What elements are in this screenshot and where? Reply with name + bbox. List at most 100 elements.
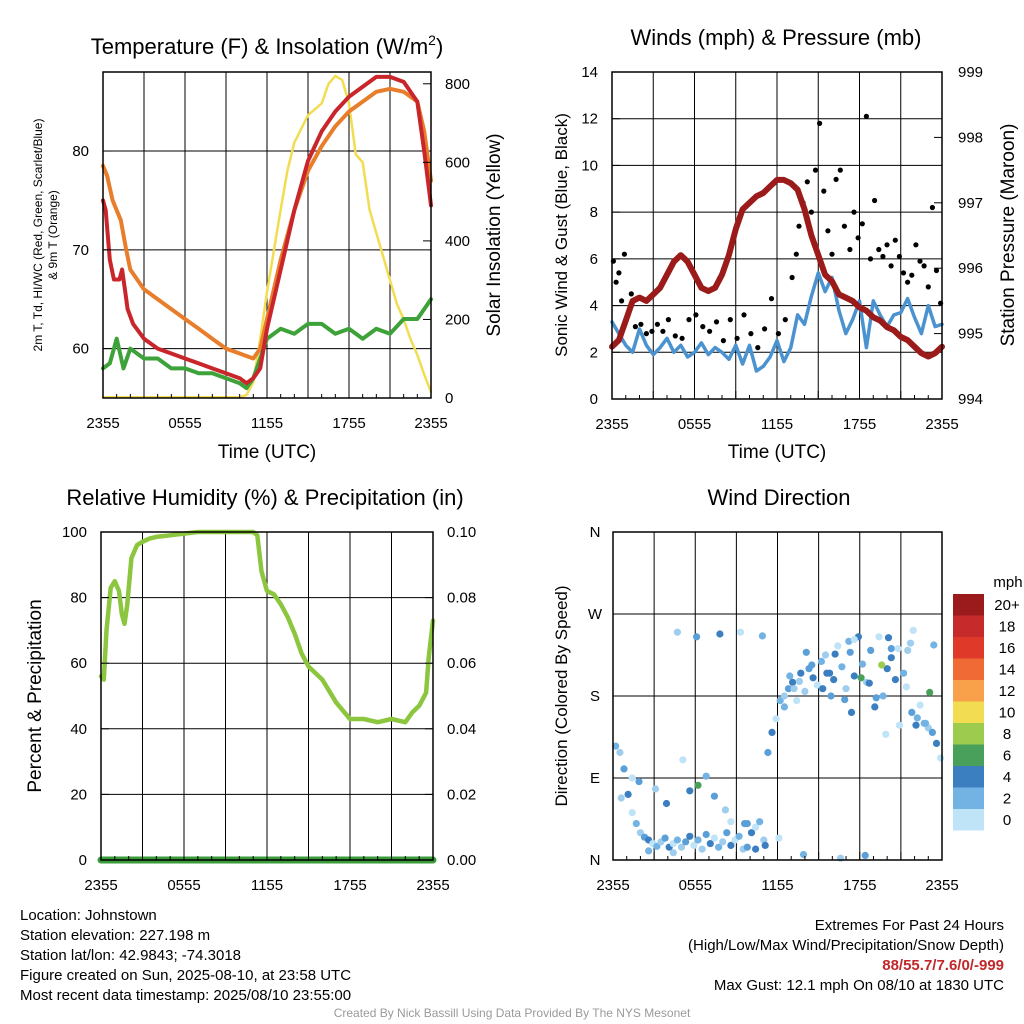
wind-gust-point [720,338,727,344]
insolation-y-tick-label: 400 [445,233,470,250]
speed-legend-swatch [953,766,984,788]
wind-gust-point [789,274,795,281]
wind-gust-point [727,317,733,323]
wind-direction-point [882,730,890,738]
wind-gust-point [905,279,911,285]
wind-direction-x-tick-label: 2355 [596,877,629,894]
wind-gust-point [748,331,754,337]
insolation-y-tick-label: 600 [445,154,470,171]
temperature-2m-line [101,74,433,386]
wind-direction-point [693,633,701,641]
wind-direction-point [795,677,804,686]
temperature-panel: Temperature (F) & Insolation (W/m2) 2355… [31,32,505,463]
wind-direction-point [871,703,879,711]
recent-timestamp: Most recent data timestamp: 2025/08/10 2… [20,987,352,1004]
figure-created: Figure created on Sun, 2025-08-10, at 23… [20,967,352,984]
speed-legend-swatch [953,594,984,616]
pressure-y-tick-label: 994 [958,391,983,408]
wind-direction-point [904,646,912,655]
temperature-y-axis-label: 2m T, Td, HI/WC (Red, Green, Scarlet/Blu… [31,119,45,352]
speed-legend-swatch [953,658,984,680]
temperature-x-tick-label: 1755 [332,415,365,432]
wind-direction-x-tick-label: 2355 [925,877,958,894]
pressure-y-tick-label: 999 [958,64,983,81]
wind-gust-point [616,270,622,276]
humidity-y-tick-label: 80 [70,590,87,607]
speed-legend-label: 10 [999,705,1016,722]
wind-gust-point [693,312,699,318]
wind-direction-x-tick-label: 1755 [843,877,876,894]
wind-direction-point [772,715,780,723]
speed-legend-label: 20+ [994,597,1020,614]
wind-gust-point [851,209,857,215]
winds-x-axis-label: Time (UTC) [728,442,827,463]
wind-direction-point [891,676,900,684]
wind-gust-point [812,167,819,173]
winds-y-tick-label: 10 [581,157,598,174]
wind-gust-point [888,263,894,269]
wind-direction-point [850,635,858,644]
wind-gust-point [621,251,628,257]
speed-legend-title: mph [993,574,1022,591]
wind-gust-point [847,246,853,253]
wind-direction-point [760,836,768,844]
speed-legend-swatch [953,723,984,745]
wind-gust-point [679,335,685,341]
wind-direction-point [819,685,827,693]
wind-direction-point [887,654,895,662]
wind-direction-point [673,628,682,636]
wind-direction-point [823,669,831,677]
wind-direction-point [756,818,764,826]
wind-direction-point [632,820,640,828]
wind-direction-point [878,661,886,669]
wind-direction-point [661,834,669,842]
wind-gust-point [913,242,919,248]
wind-gust-point [796,223,802,229]
wind-direction-point [761,841,769,850]
pressure-y-tick-label: 998 [958,129,983,146]
wind-direction-y-tick-label: N [590,852,601,869]
wind-direction-y-tick-label: E [590,770,600,787]
wind-gust-point [628,291,634,297]
humidity-y-tick-label: 40 [70,721,87,738]
wind-direction-point [802,648,810,656]
extremes-info: Extremes For Past 24 Hours (High/Low/Max… [688,916,1004,996]
wind-direction-point [702,772,710,780]
wind-direction-point [752,845,760,853]
wind-direction-point [846,648,854,656]
wind-direction-point [716,630,724,638]
wind-direction-point [776,697,784,705]
humidity-panel-title: Relative Humidity (%) & Precipitation (i… [66,485,463,510]
wind-direction-point [875,633,883,641]
wind-direction-point [706,840,714,848]
wind-direction-point [669,849,677,857]
wind-gust-point [768,296,775,302]
wind-direction-point [616,748,624,757]
speed-legend-label: 18 [999,619,1016,636]
wind-direction-point [721,806,730,814]
wind-direction-point [723,829,731,837]
wind-direction-point [830,676,838,684]
wind-direction-point [702,830,710,839]
temperature-9m-line [101,86,433,361]
wind-gust-point [880,253,886,260]
wind-direction-point [617,794,625,802]
wind-gust-point [859,221,865,227]
wind-direction-point [884,634,893,642]
wind-direction-point [784,685,793,693]
wind-direction-panel: Wind Direction 2355 0555 1155 1755 2355 N E S W N… [552,485,1023,894]
wind-direction-point [727,841,735,850]
wind-gust-point [817,120,823,126]
wind-gust-point [808,209,815,215]
pressure-y-tick-label: 996 [958,260,983,277]
wind-direction-point [694,836,702,844]
wind-direction-point [698,845,706,853]
wind-direction-point [628,809,636,817]
winds-y-tick-label: 14 [581,64,598,81]
temperature-y-tick-label: 60 [72,341,89,358]
wind-direction-point [930,641,938,649]
precip-y-tick-label: 0.04 [447,721,476,738]
wind-direction-point [710,792,719,800]
winds-y-tick-label: 0 [590,391,598,408]
wind-direction-x-tick-label: 0555 [679,877,712,894]
